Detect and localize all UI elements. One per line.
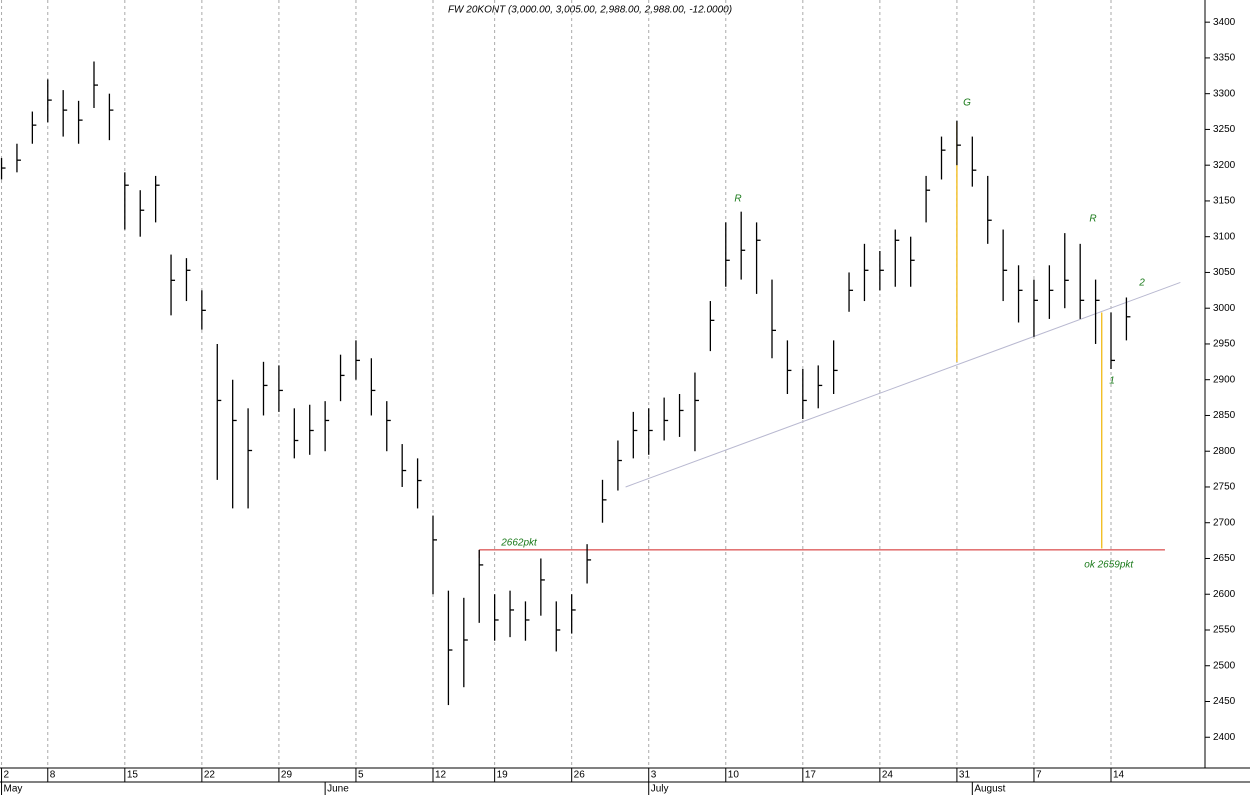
y-tick-label: 2750: [1213, 482, 1236, 493]
y-tick-label: 3050: [1213, 267, 1236, 278]
annotation: R: [1089, 214, 1096, 225]
x-tick-label: 10: [728, 770, 740, 781]
y-tick-label: 3250: [1213, 124, 1236, 135]
x-tick-label: 15: [127, 770, 139, 781]
month-label: August: [974, 784, 1005, 795]
y-tick-label: 3150: [1213, 196, 1236, 207]
support-label: 2662pkt: [500, 538, 538, 549]
month-label: May: [4, 784, 23, 795]
y-tick-label: 2650: [1213, 553, 1236, 564]
month-label: June: [327, 784, 349, 795]
annotation: 2: [1138, 278, 1145, 289]
x-tick-label: 5: [358, 770, 364, 781]
y-tick-label: 2500: [1213, 660, 1236, 671]
y-tick-label: 3000: [1213, 303, 1236, 314]
y-tick-label: 2950: [1213, 339, 1236, 350]
x-tick-label: 26: [574, 770, 586, 781]
y-tick-label: 2600: [1213, 589, 1236, 600]
y-tick-label: 2400: [1213, 732, 1236, 743]
y-tick-label: 3400: [1213, 17, 1236, 28]
y-tick-label: 3300: [1213, 88, 1236, 99]
x-tick-label: 31: [959, 770, 971, 781]
trendline: [625, 281, 1181, 488]
x-tick-label: 29: [281, 770, 293, 781]
y-tick-label: 2550: [1213, 625, 1236, 636]
y-tick-label: 3100: [1213, 231, 1236, 242]
x-tick-label: 19: [497, 770, 509, 781]
x-tick-label: 7: [1036, 770, 1042, 781]
month-label: July: [651, 784, 669, 795]
x-tick-label: 12: [435, 770, 447, 781]
chart-title: FW 20KONT (3,000.00, 3,005.00, 2,988.00,…: [448, 5, 732, 16]
y-tick-label: 2850: [1213, 410, 1236, 421]
x-tick-label: 17: [805, 770, 817, 781]
y-tick-label: 3350: [1213, 53, 1236, 64]
annotation: 1: [1109, 376, 1115, 387]
y-tick-label: 3200: [1213, 160, 1236, 171]
x-tick-label: 8: [50, 770, 56, 781]
x-tick-label: 2: [4, 770, 10, 781]
y-tick-label: 2800: [1213, 446, 1236, 457]
annotation: G: [963, 98, 971, 109]
y-tick-label: 2900: [1213, 374, 1236, 385]
x-tick-label: 14: [1113, 770, 1125, 781]
x-tick-label: 22: [204, 770, 216, 781]
target-label: ok 2659pkt: [1084, 560, 1134, 571]
y-tick-label: 2700: [1213, 517, 1236, 528]
x-tick-label: 3: [651, 770, 657, 781]
x-tick-label: 24: [882, 770, 894, 781]
annotation: R: [734, 194, 741, 205]
y-tick-label: 2450: [1213, 696, 1236, 707]
